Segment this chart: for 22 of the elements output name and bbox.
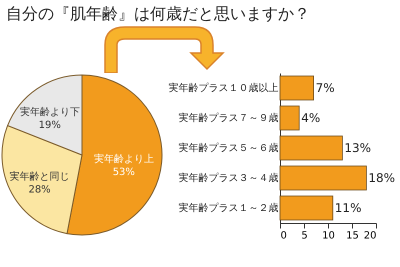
x-tick-label: 15	[346, 230, 359, 242]
data-label: 28%	[28, 184, 51, 196]
x-tick-label: 20	[364, 230, 376, 242]
data-label: 11%	[334, 201, 362, 215]
y-tick-label: 実年齢プラス１０歳以上	[168, 82, 278, 94]
x-tick-label: 10	[322, 230, 335, 242]
data-label: 19%	[38, 120, 61, 131]
y-tick-label: 実年齢プラス３～４歳	[178, 172, 278, 184]
slice-label: 実年齢より上	[94, 153, 154, 166]
data-label: 4%	[301, 111, 320, 125]
y-tick-label: 実年齢プラス１～２歳	[178, 202, 278, 214]
data-label: 53%	[112, 167, 135, 178]
y-tick-label: 実年齢プラス７～９歳	[178, 112, 278, 124]
data-label: 18%	[368, 171, 396, 185]
data-label: 7%	[316, 81, 335, 95]
chart-title: 自分の『肌年齢』は何歳だと思いますか？	[5, 3, 311, 25]
slice-label: 実年齢と同じ	[10, 170, 70, 183]
data-label: 13%	[344, 141, 372, 155]
y-tick-label: 実年齢プラス５～６歳	[178, 142, 278, 154]
x-tick-label: 0	[280, 230, 287, 242]
x-tick-label: 5	[301, 230, 308, 242]
slice-label: 実年齢より下	[20, 106, 80, 118]
